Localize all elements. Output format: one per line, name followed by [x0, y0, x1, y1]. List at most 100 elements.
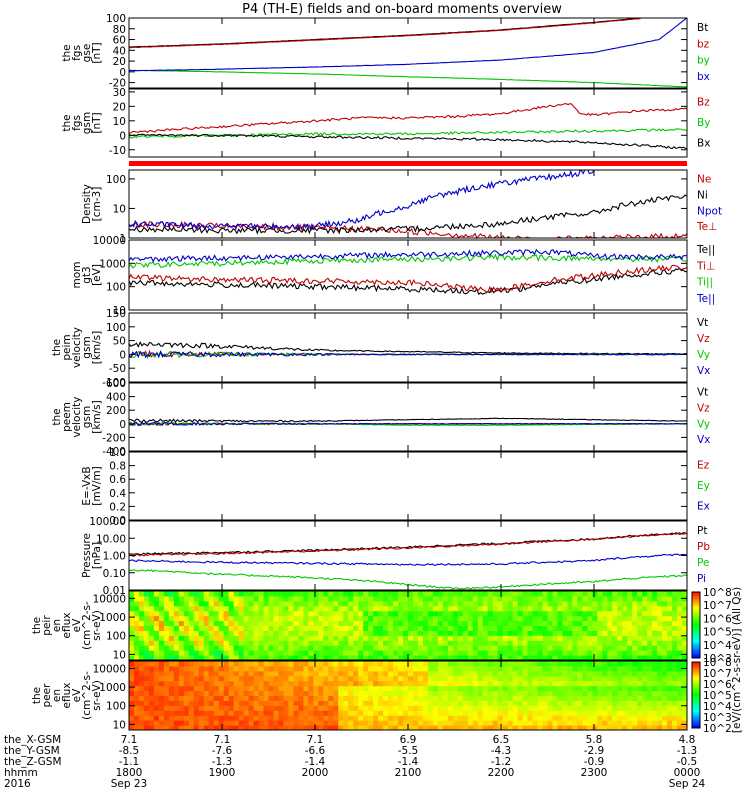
spectrogram-cell	[248, 675, 255, 682]
spectrogram-cell	[642, 685, 648, 692]
spectrogram-cell	[408, 705, 414, 711]
spectrogram-cell	[328, 700, 334, 706]
spectrogram-cell	[567, 661, 573, 667]
spectrogram-cell	[143, 600, 150, 607]
spectrogram-cell	[258, 680, 265, 687]
legend-Vz: Vz	[697, 402, 710, 414]
spectrogram-cell	[417, 630, 424, 636]
y-tick-label: 1000	[99, 682, 126, 694]
spectrogram-cell	[557, 620, 563, 626]
spectrogram-cell	[567, 685, 573, 692]
spectrogram-cell	[343, 600, 349, 607]
spectrogram-cell	[582, 600, 588, 607]
spectrogram-cell	[383, 620, 389, 626]
spectrogram-cell	[502, 661, 509, 667]
spectrogram-cell	[129, 661, 135, 667]
y-axis-label: (cm^2-s-	[81, 671, 93, 720]
spectrogram-cell	[283, 615, 289, 622]
spectrogram-cell	[417, 670, 424, 677]
spectrogram-cell	[437, 650, 444, 656]
spectrogram-cell	[677, 661, 683, 667]
spectrogram-cell	[507, 675, 514, 682]
spectrogram-cell	[358, 710, 364, 716]
spectrogram-cell	[153, 720, 160, 726]
spectrogram-cell	[238, 645, 245, 651]
spectrogram-cell	[652, 705, 658, 711]
spectrogram-cell	[338, 710, 344, 716]
spectrogram-cell	[268, 700, 274, 706]
spectrogram-cell	[129, 625, 135, 631]
spectrogram-cell	[268, 685, 274, 692]
spectrogram-cell	[278, 661, 284, 667]
spectrogram-cell	[403, 685, 409, 692]
spectrogram-cell	[343, 591, 349, 597]
spectrogram-cell	[542, 695, 548, 701]
spectrogram-cell	[368, 675, 374, 682]
spectrogram-cell	[253, 600, 260, 607]
spectrogram-cell	[303, 720, 309, 726]
spectrogram-cell	[193, 710, 200, 716]
spectrogram-cell	[198, 595, 205, 602]
spectrogram-cell	[153, 680, 160, 687]
legend-Vy: Vy	[697, 349, 710, 361]
spectrogram-cell	[422, 625, 429, 631]
spectrogram-cell	[188, 600, 195, 607]
spectrogram-cell	[597, 605, 603, 612]
spectrogram-cell	[168, 640, 175, 646]
legend-by: by	[697, 55, 710, 67]
spectrogram-cell	[373, 591, 379, 597]
spectrogram-cell	[248, 710, 255, 716]
spectrogram-cell	[378, 650, 384, 656]
spectrogram-cell	[198, 605, 205, 612]
spectrogram-cell	[677, 591, 683, 597]
spectrogram-cell	[632, 645, 638, 651]
spectrogram-cell	[198, 720, 205, 726]
spectrogram-cell	[502, 615, 509, 622]
spectrogram-cell	[637, 591, 643, 597]
spectrogram-cell	[408, 725, 414, 731]
spectrogram-cell	[672, 685, 678, 692]
spectrogram-cell	[288, 661, 294, 667]
spectrogram-cell	[532, 595, 539, 602]
spectrogram-cell	[233, 665, 240, 672]
spectrogram-cell	[183, 620, 190, 626]
spectrogram-cell	[527, 661, 534, 667]
spectrogram-cell	[228, 680, 235, 687]
spectrogram-cell	[667, 720, 673, 726]
spectrogram-cell	[133, 600, 140, 607]
spectrogram-cell	[243, 645, 250, 651]
spectrogram-cell	[353, 700, 359, 706]
colorbar-cell	[692, 618, 700, 621]
spectrogram-cell	[243, 685, 250, 692]
spectrogram-cell	[547, 600, 553, 607]
spectrogram-cell	[273, 695, 279, 701]
spectrogram-cell	[333, 670, 339, 677]
colorbar-cell	[692, 616, 700, 619]
spectrogram-cell	[582, 720, 588, 726]
spectrogram-cell	[572, 615, 578, 622]
spectrogram-cell	[602, 685, 608, 692]
spectrogram-cell	[298, 595, 304, 602]
spectrogram-cell	[303, 605, 309, 612]
spectrogram-cell	[442, 710, 449, 716]
spectrogram-cell	[183, 655, 190, 661]
spectrogram-cell	[158, 610, 165, 617]
spectrogram-cell	[258, 615, 265, 622]
spectrogram-cell	[368, 635, 374, 641]
spectrogram-cell	[457, 670, 464, 677]
spectrogram-cell	[233, 650, 240, 656]
spectrogram-cell	[527, 695, 534, 701]
spectrogram-cell	[537, 725, 544, 731]
spectrogram-cell	[557, 595, 563, 602]
spectrogram-cell	[512, 640, 519, 646]
spectrogram-cell	[358, 600, 364, 607]
spectrogram-cell	[547, 700, 553, 706]
spectrogram-cell	[398, 670, 404, 677]
spectrogram-cell	[173, 700, 180, 706]
spectrogram-cell	[502, 610, 509, 617]
spectrogram-cell	[647, 640, 653, 646]
spectrogram-cell	[617, 685, 623, 692]
spectrogram-cell	[148, 655, 155, 661]
spectrogram-cell	[587, 680, 593, 687]
